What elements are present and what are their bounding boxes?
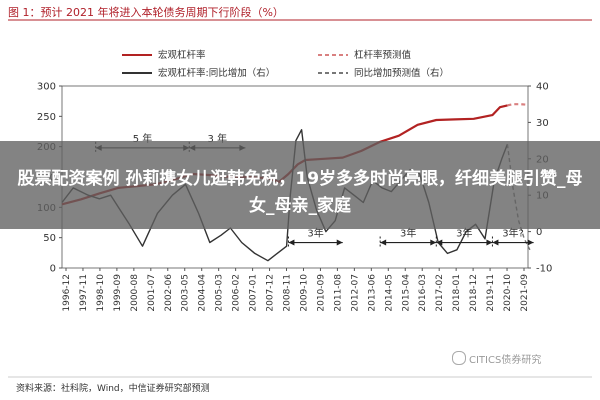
legend-label: 宏观杠杆率:同比增加（右）: [158, 67, 275, 79]
annotation-arrowhead: [527, 239, 534, 246]
y-right-tick-label: 40: [536, 82, 549, 93]
x-tick-label: 2015-04: [401, 274, 411, 312]
annotation-arrowhead: [486, 239, 493, 246]
annotation-arrowhead: [436, 239, 443, 246]
x-tick-label: 2019-11: [486, 274, 496, 312]
x-tick-label: 2009-10: [299, 274, 309, 312]
y-left-tick-label: 50: [43, 233, 56, 244]
annotation-arrowhead: [336, 239, 343, 246]
y-left-tick-label: 300: [37, 82, 56, 93]
y-left-tick-label: 250: [37, 112, 56, 123]
y-right-tick-label: -10: [536, 264, 552, 275]
legend-label: 同比增加预测值（右）: [354, 67, 449, 79]
x-tick-label: 1998-10: [96, 274, 106, 312]
x-tick-label: 2021-09: [520, 274, 530, 312]
x-tick-label: 2017-02: [435, 274, 445, 312]
annotation-label: 3年: [400, 227, 416, 240]
x-tick-label: 2007-12: [266, 274, 276, 312]
x-tick-label: 2010-09: [316, 274, 326, 312]
annotation-label: 3年: [456, 227, 472, 240]
annotation-label: 3年: [307, 227, 323, 240]
watermark: CITICS债券研究: [452, 351, 541, 366]
watermark-logo-icon: [452, 351, 466, 365]
text-overlay-band: [0, 141, 600, 229]
x-tick-label: 2011-08: [333, 274, 343, 312]
x-tick-label: 1996-12: [62, 274, 72, 312]
annotation-arrowhead: [430, 239, 437, 246]
y-right-tick-label: 30: [536, 118, 549, 129]
x-tick-label: 2013-06: [367, 274, 377, 312]
x-tick-label: 2020-10: [503, 274, 513, 312]
watermark-text: CITICS债券研究: [469, 355, 542, 366]
overlay-headline[interactable]: 股票配资案例 孙莉携女儿逛韩免税，19岁多多时尚亮眼，纤细美腿引赞_母女_母亲_…: [17, 169, 583, 216]
x-tick-label: 2001-07: [147, 274, 157, 312]
x-tick-label: 2007-01: [249, 274, 259, 312]
x-tick-label: 2016-03: [418, 274, 428, 312]
legend-label: 杠杆率预测值: [354, 49, 412, 61]
x-tick-label: 2012-07: [350, 274, 360, 312]
y-left-tick-label: 0: [50, 264, 56, 275]
series-line: [507, 103, 529, 107]
x-tick-label: 2008-11: [283, 274, 293, 312]
x-tick-label: 1999-09: [113, 274, 123, 312]
legend-label: 宏观杠杆率: [158, 49, 206, 61]
annotation-arrowhead: [492, 239, 499, 246]
x-tick-label: 2006-02: [232, 274, 242, 312]
annotation-arrowhead: [288, 239, 295, 246]
x-tick-label: 1997-11: [79, 274, 89, 312]
x-tick-label: 2000-08: [130, 274, 140, 312]
x-tick-label: 2003-05: [181, 274, 191, 312]
x-tick-label: 2018-12: [469, 274, 479, 312]
y-right-tick-label: 0: [536, 227, 542, 238]
annotation-label: 3年?: [502, 227, 524, 240]
source-note: 资料来源：社科院，Wind，中信证券研究部预测: [16, 384, 210, 394]
x-tick-label: 2005-03: [215, 274, 225, 312]
figure-title: 图 1：预计 2021 年将进入本轮债务周期下行阶段（%）: [8, 6, 284, 19]
annotation-arrowhead: [380, 239, 387, 246]
x-tick-label: 2018-01: [452, 274, 462, 312]
x-tick-label: 2002-06: [164, 274, 174, 312]
x-tick-label: 2004-04: [198, 274, 208, 312]
x-tick-label: 2014-05: [384, 274, 394, 312]
